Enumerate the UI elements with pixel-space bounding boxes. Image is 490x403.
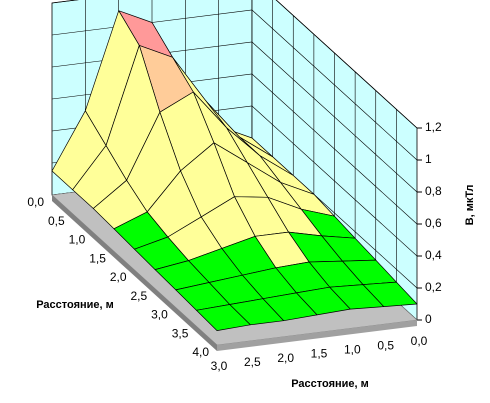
x-tick-label: 2,5 xyxy=(244,355,261,369)
z-axis-label: B, мкТл xyxy=(464,185,476,226)
y-tick-label: 4,0 xyxy=(192,345,209,359)
y-tick-label: 2,5 xyxy=(130,289,147,303)
y-tick-label: 3,0 xyxy=(151,308,168,322)
z-tick-label: 0,8 xyxy=(425,184,442,198)
x-tick-label: 1,5 xyxy=(311,347,328,361)
z-tick-label: 0 xyxy=(425,312,432,326)
z-tick-label: 1 xyxy=(425,152,432,166)
y-tick-label: 1,5 xyxy=(89,251,106,265)
y-axis-label: Расстояние, м xyxy=(36,299,114,311)
x-tick-label: 1,0 xyxy=(344,343,361,357)
surface-cell xyxy=(196,304,251,331)
y-tick-label: 3,5 xyxy=(172,326,189,340)
floor-edge xyxy=(217,320,417,351)
y-tick-label: 2,0 xyxy=(110,270,127,284)
y-tick-label: 0,5 xyxy=(48,214,65,228)
y-tick-label: 0,0 xyxy=(27,195,44,209)
grid-line xyxy=(51,0,418,129)
z-tick-label: 1,2 xyxy=(425,120,442,134)
floor-edge xyxy=(52,195,217,351)
x-tick-label: 3,0 xyxy=(211,359,228,373)
z-tick-label: 0,2 xyxy=(425,280,442,294)
x-tick-label: 0,0 xyxy=(411,334,428,348)
x-tick-label: 0,5 xyxy=(377,338,394,352)
x-tick-label: 2,0 xyxy=(277,351,294,365)
x-axis-label: Расстояние, м xyxy=(291,378,369,390)
y-tick-label: 1,0 xyxy=(69,233,86,247)
z-tick-label: 0,6 xyxy=(425,216,442,230)
z-tick-label: 0,4 xyxy=(425,248,442,262)
